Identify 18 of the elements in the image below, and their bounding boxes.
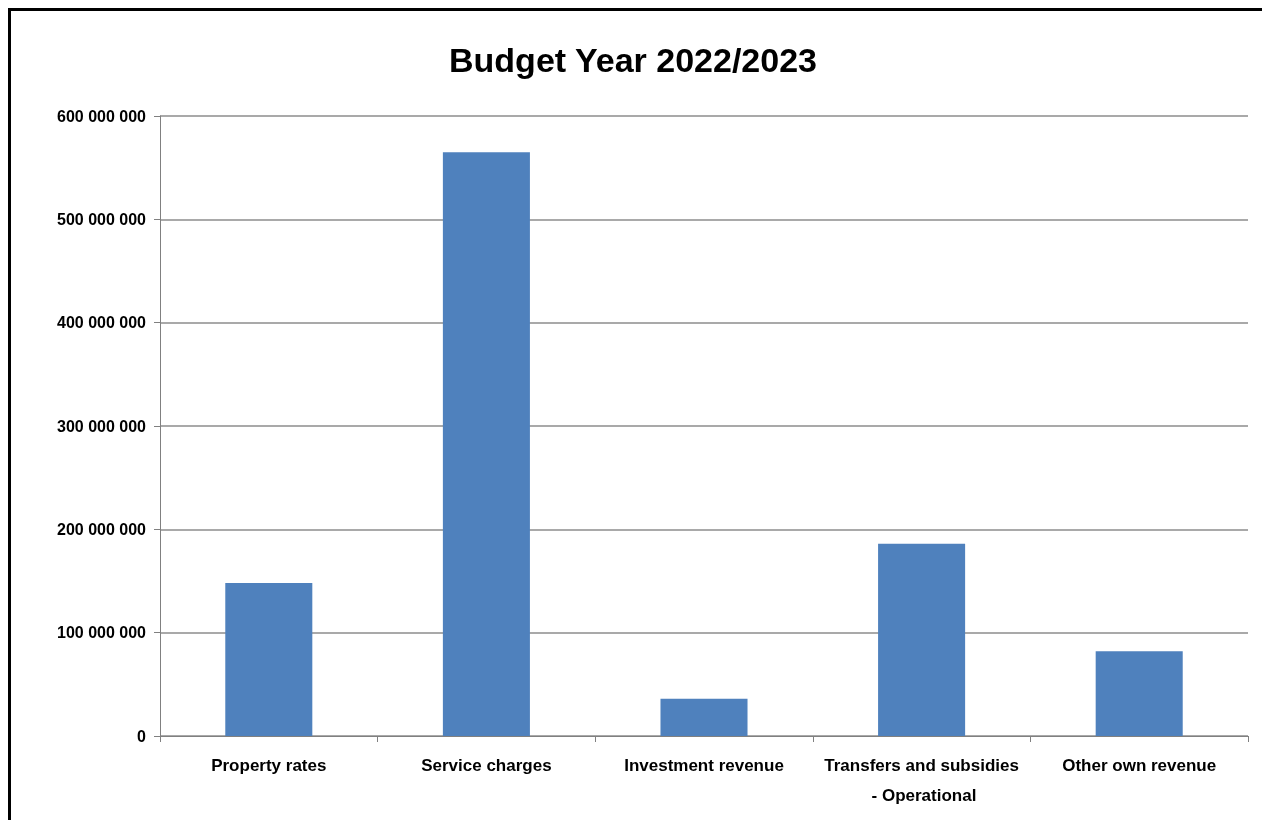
y-tick-label: 300 000 000 (57, 417, 147, 435)
bar (225, 583, 313, 736)
bar (878, 543, 966, 736)
x-tick-label: Investment revenue (624, 755, 784, 775)
chart-title: Budget Year 2022/2023 (449, 41, 817, 79)
bar (660, 698, 748, 736)
y-tick-label: 400 000 000 (57, 314, 147, 332)
bar (1095, 651, 1183, 736)
x-tick-label: Other own revenue (1062, 755, 1217, 775)
y-tick-label: 600 000 000 (57, 107, 147, 125)
y-tick-label: 200 000 000 (57, 520, 147, 538)
bar (442, 152, 530, 736)
y-tick-label: 100 000 000 (57, 624, 147, 642)
y-tick-label: 0 (137, 727, 147, 745)
x-tick-label: Service charges (421, 755, 552, 775)
x-tick-label: Transfers and subsidies - Operational (824, 755, 1019, 805)
x-tick-label: Property rates (211, 755, 327, 775)
y-tick-label: 500 000 000 (57, 210, 147, 228)
